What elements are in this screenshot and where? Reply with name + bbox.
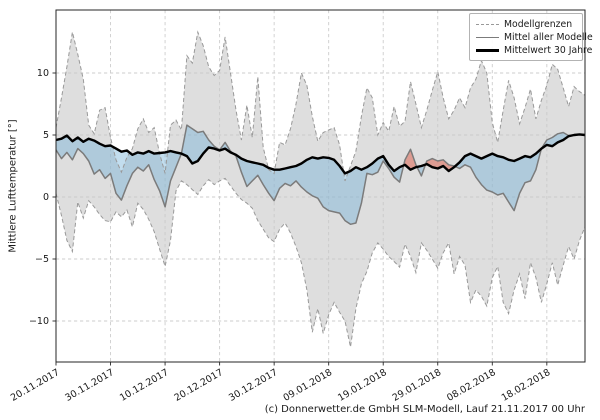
y-tick-label: 10 — [37, 68, 49, 79]
y-tick-label: −10 — [29, 316, 49, 327]
legend-label: Modellgrenzen — [504, 19, 573, 30]
plot-border — [55, 9, 586, 363]
y-tick-label: 0 — [43, 192, 49, 203]
legend: Modellgrenzen Mittel aller Modelle Mitte… — [469, 13, 593, 61]
below-normal-fill — [56, 125, 234, 207]
y-tick-label: −5 — [35, 254, 49, 265]
x-tick-label: 19.01.2018 — [336, 367, 389, 404]
band-upper-edge — [55, 30, 586, 182]
legend-label: Mittelwert 30 Jahre — [504, 45, 593, 56]
legend-item-model-bounds: Modellgrenzen — [476, 18, 577, 31]
dashed-line-sample-icon — [476, 24, 499, 25]
above-normal-fill — [403, 149, 417, 170]
legend-label: Mittel aller Modelle — [504, 32, 593, 43]
climatology-line — [55, 133, 586, 175]
x-tick-label: 20.11.2017 — [9, 367, 62, 404]
x-tick-label: 20.12.2017 — [172, 367, 225, 404]
y-axis-title: Mittlere Lufttemperatur [°] — [7, 119, 19, 253]
x-tick-label: 29.01.2018 — [391, 367, 444, 404]
legend-item-30yr-mean: Mittelwert 30 Jahre — [476, 44, 592, 57]
above-normal-fill — [425, 158, 455, 171]
band-lower-edge — [55, 177, 586, 348]
copyright-caption: (c) Donnerwetter.de GmbH SLM-Modell, Lau… — [264, 404, 585, 415]
below-normal-fill — [233, 153, 404, 225]
model-mean-line — [55, 124, 586, 226]
model-range-band — [56, 32, 585, 347]
y-tick-label: 5 — [43, 130, 49, 141]
x-tick-label: 30.12.2017 — [227, 367, 280, 404]
below-normal-fill — [455, 132, 585, 211]
black-line-sample-icon — [476, 49, 499, 52]
x-tick-label: 09.01.2018 — [282, 367, 335, 404]
x-tick-label: 08.02.2018 — [445, 367, 498, 404]
x-tick-label: 30.11.2017 — [63, 367, 116, 404]
x-tick-label: 18.02.2018 — [500, 367, 553, 404]
legend-item-model-mean: Mittel aller Modelle — [476, 31, 593, 44]
x-tick-label: 10.12.2017 — [118, 367, 171, 404]
gray-line-sample-icon — [476, 37, 499, 38]
